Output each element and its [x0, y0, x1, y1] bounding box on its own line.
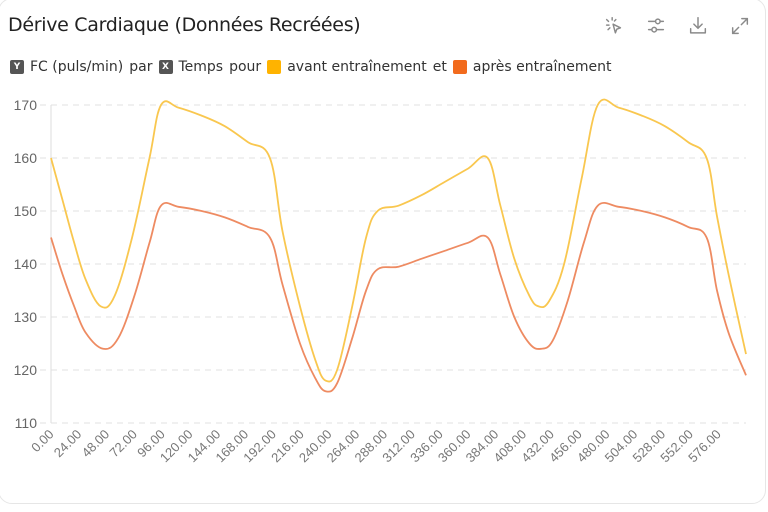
- y-tick-label: 170: [14, 97, 38, 113]
- filter-settings-button[interactable]: [644, 14, 668, 38]
- chart-toolbar: [602, 14, 752, 38]
- y-tick-label: 160: [14, 150, 38, 166]
- grid-lines: [40, 104, 746, 424]
- legend-swatch-after[interactable]: [452, 60, 467, 74]
- y-tick-label: 120: [14, 362, 38, 378]
- y-tick-label: 130: [14, 309, 38, 325]
- legend-and-text: et: [432, 59, 447, 75]
- x-axis-label: Temps: [178, 59, 224, 75]
- legend-by-text: par: [129, 59, 153, 75]
- line-after-training[interactable]: [50, 202, 747, 393]
- y-axis-badge: Y: [10, 60, 24, 74]
- y-tick-label: 140: [14, 256, 38, 272]
- x-tick-label: 72.00: [106, 427, 140, 461]
- y-tick-label: 110: [15, 415, 38, 431]
- line-before-training[interactable]: [50, 98, 747, 383]
- x-axis-badge: X: [158, 60, 173, 74]
- y-axis-label: FC (puls/min): [30, 59, 124, 75]
- legend-swatch-before[interactable]: [267, 60, 282, 74]
- expand-icon: [731, 17, 749, 35]
- y-tick-label: 150: [14, 203, 38, 219]
- chart-title: Dérive Cardiaque (Données Recréées): [8, 14, 361, 36]
- select-button[interactable]: [602, 14, 626, 38]
- x-axis: 0.0024.0048.0072.0096.00120.00144.00168.…: [28, 427, 724, 466]
- x-tick-label: 24.00: [51, 427, 85, 461]
- chart-legend: Y FC (puls/min) par X Temps pour avant e…: [10, 59, 617, 75]
- download-icon: [689, 17, 707, 34]
- legend-for-text: pour: [229, 59, 262, 75]
- filter-settings-icon: [647, 18, 665, 33]
- download-button[interactable]: [686, 14, 710, 38]
- legend-series-after[interactable]: après entraînement: [472, 59, 612, 75]
- x-tick-label: 48.00: [79, 427, 113, 461]
- legend-series-before[interactable]: avant entraînement: [287, 59, 427, 75]
- select-icon: [605, 17, 622, 34]
- expand-button[interactable]: [728, 14, 752, 38]
- data-lines: [50, 98, 747, 393]
- line-chart[interactable]: 110 120 130 140 150 160 170 0.0024.0048.0072.0…: [0, 90, 768, 510]
